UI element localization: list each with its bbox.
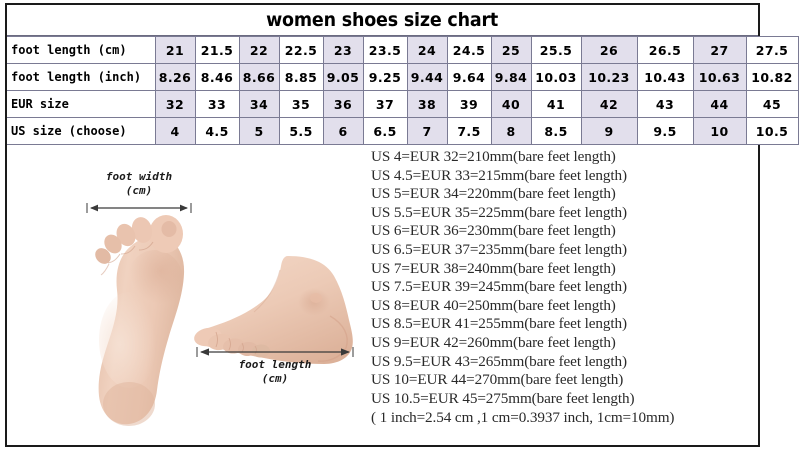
table-cell: 21.5 (194, 36, 240, 64)
table-cell: 23 (322, 36, 364, 64)
table-cell: 25 (490, 36, 532, 64)
row-label: EUR size (7, 90, 156, 118)
table-row: EUR size 32 33 34 35 36 37 38 39 40 41 42 43 44 45 (7, 90, 799, 118)
conversion-line: US 5.5=EUR 35=225mm(bare feet length) (371, 203, 627, 221)
conversion-line: US 7=EUR 38=240mm(bare feet length) (371, 259, 616, 277)
foot-length-arrow-icon (196, 347, 354, 357)
table-cell: 21 (154, 36, 196, 64)
table-cell: 44 (692, 90, 747, 118)
table-cell: 40 (490, 90, 532, 118)
foot-width-arrow-icon (86, 203, 192, 213)
table-cell: 10.5 (745, 117, 799, 145)
table-cell: 9.25 (362, 63, 408, 91)
conversion-line: US 10.5=EUR 45=275mm(bare feet length) (371, 389, 635, 407)
conversion-line: US 8.5=EUR 41=255mm(bare feet length) (371, 315, 627, 333)
table-cell: 8 (490, 117, 532, 145)
table-cell: 9.5 (636, 117, 694, 145)
table-cell: 10.43 (636, 63, 694, 91)
table-cell: 6 (322, 117, 364, 145)
table-cell: 10.82 (745, 63, 799, 91)
table-cell: 37 (362, 90, 408, 118)
table-cell: 24.5 (446, 36, 492, 64)
table-cell: 22.5 (278, 36, 324, 64)
table-row: foot length (cm) 21 21.5 22 22.5 23 23.5 24 24.5… (7, 36, 799, 64)
table-cell: 26 (580, 36, 638, 64)
conversion-line: US 9.5=EUR 43=265mm(bare feet length) (371, 352, 627, 370)
table-cell: 27.5 (745, 36, 799, 64)
foot-sole-illustration (95, 215, 185, 426)
table-cell: 8.85 (278, 63, 324, 91)
table-cell: 8.5 (530, 117, 582, 145)
page-title: women shoes size chart (266, 9, 499, 31)
table-cell: 4 (154, 117, 196, 145)
table-cell: 9.44 (406, 63, 448, 91)
foot-side-illustration (194, 256, 353, 364)
table-cell: 5.5 (278, 117, 324, 145)
size-table: foot length (cm) 21 21.5 22 22.5 23 23.5 24 24.5… (7, 36, 799, 145)
table-cell: 41 (530, 90, 582, 118)
table-cell: 8.26 (154, 63, 196, 91)
row-label: foot length (inch) (7, 63, 156, 91)
table-cell: 10.63 (692, 63, 747, 91)
conversion-line: US 10=EUR 44=270mm(bare feet length) (371, 371, 624, 389)
conversion-note: ( 1 inch=2.54 cm ,1 cm=0.3937 inch, 1cm=… (371, 409, 675, 427)
table-cell: 6.5 (362, 117, 408, 145)
table-cell: 10 (692, 117, 747, 145)
conversion-line: US 9=EUR 42=260mm(bare feet length) (371, 333, 616, 351)
table-cell: 33 (194, 90, 240, 118)
foot-width-label-line2: (cm) (125, 184, 153, 197)
foot-diagrams: foot width (cm) (7, 146, 359, 445)
table-row: US size (choose) 4 4.5 5 5.5 6 6.5 7 7.5 8 8.5 9 9.5… (7, 117, 799, 145)
table-cell: 9.05 (322, 63, 364, 91)
foot-length-label-line1: foot length (238, 358, 312, 371)
conversion-line: US 4=EUR 32=210mm(bare feet length) (371, 148, 616, 165)
table-row: foot length (inch) 8.26 8.46 8.66 8.85 9.05 9.… (7, 63, 799, 91)
size-conversion-list: US 4=EUR 32=210mm(bare feet length) US 4.… (371, 148, 753, 428)
row-label: US size (choose) (7, 117, 156, 145)
table-cell: 43 (636, 90, 694, 118)
foot-length-label-line2: (cm) (261, 372, 289, 385)
table-cell: 24 (406, 36, 448, 64)
table-cell: 7.5 (446, 117, 492, 145)
table-cell: 7 (406, 117, 448, 145)
table-cell: 9 (580, 117, 638, 145)
table-cell: 36 (322, 90, 364, 118)
foot-width-label-line1: foot width (105, 170, 173, 183)
table-cell: 35 (278, 90, 324, 118)
table-cell: 39 (446, 90, 492, 118)
table-cell: 8.66 (238, 63, 280, 91)
table-cell: 34 (238, 90, 280, 118)
table-cell: 27 (692, 36, 747, 64)
table-cell: 45 (745, 90, 799, 118)
table-cell: 4.5 (194, 117, 240, 145)
row-label: foot length (cm) (7, 36, 156, 64)
table-cell: 26.5 (636, 36, 694, 64)
title-bar: women shoes size chart (7, 5, 758, 36)
conversion-line: US 5=EUR 34=220mm(bare feet length) (371, 185, 616, 203)
conversion-line: US 6.5=EUR 37=235mm(bare feet length) (371, 240, 627, 258)
table-cell: 10.23 (580, 63, 638, 91)
table-cell: 42 (580, 90, 638, 118)
conversion-line: US 7.5=EUR 39=245mm(bare feet length) (371, 278, 627, 296)
table-cell: 10.03 (530, 63, 582, 91)
table-cell: 32 (154, 90, 196, 118)
conversion-line: US 6=EUR 36=230mm(bare feet length) (371, 222, 616, 240)
table-cell: 9.64 (446, 63, 492, 91)
table-cell: 9.84 (490, 63, 532, 91)
conversion-line: US 8=EUR 40=250mm(bare feet length) (371, 296, 616, 314)
table-cell: 22 (238, 36, 280, 64)
conversion-line: US 4.5=EUR 33=215mm(bare feet length) (371, 166, 627, 184)
table-cell: 25.5 (530, 36, 582, 64)
table-cell: 38 (406, 90, 448, 118)
table-cell: 23.5 (362, 36, 408, 64)
table-cell: 5 (238, 117, 280, 145)
bottom-content: foot width (cm) (7, 146, 758, 445)
table-cell: 8.46 (194, 63, 240, 91)
